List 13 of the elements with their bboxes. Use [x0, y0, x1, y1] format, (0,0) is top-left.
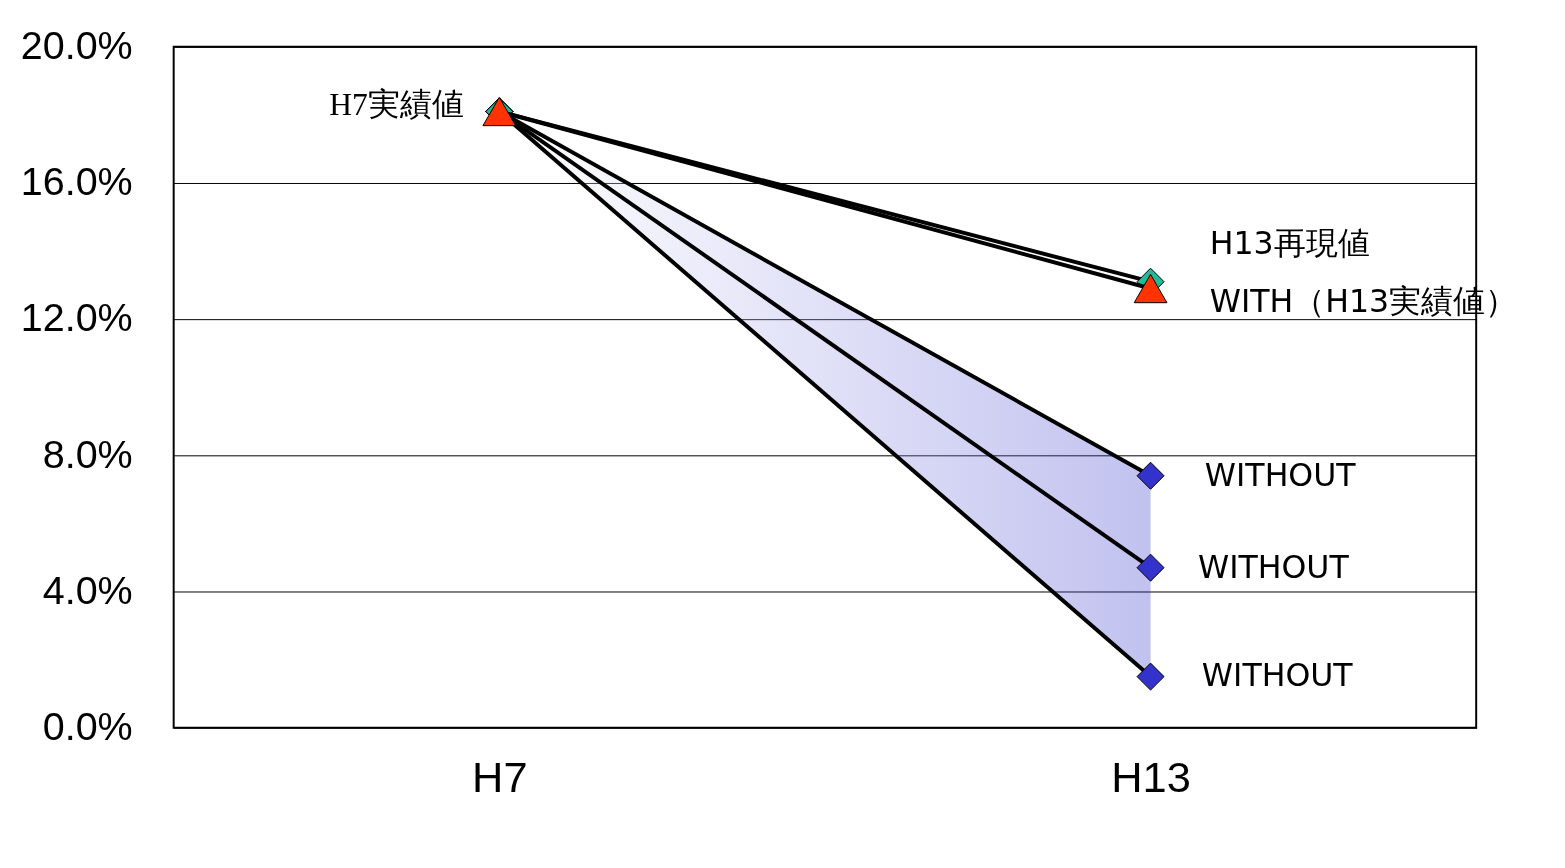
series-label: WITHOUT: [1204, 456, 1357, 493]
y-tick-label: 8.0%: [42, 431, 133, 476]
series-label: WITHOUT: [1197, 548, 1350, 585]
y-tick-label: 16.0%: [20, 159, 133, 204]
y-tick-label: 0.0%: [42, 704, 133, 749]
y-tick-label: 12.0%: [20, 295, 133, 340]
y-tick-label: 20.0%: [20, 23, 133, 68]
x-tick-label: H7: [472, 753, 528, 802]
annotation: H7実績値: [329, 87, 464, 123]
series-label: WITHOUT: [1201, 657, 1354, 694]
series-label: H13再現値: [1209, 225, 1370, 262]
x-tick-label: H13: [1111, 753, 1191, 802]
y-tick-label: 4.0%: [42, 567, 133, 612]
